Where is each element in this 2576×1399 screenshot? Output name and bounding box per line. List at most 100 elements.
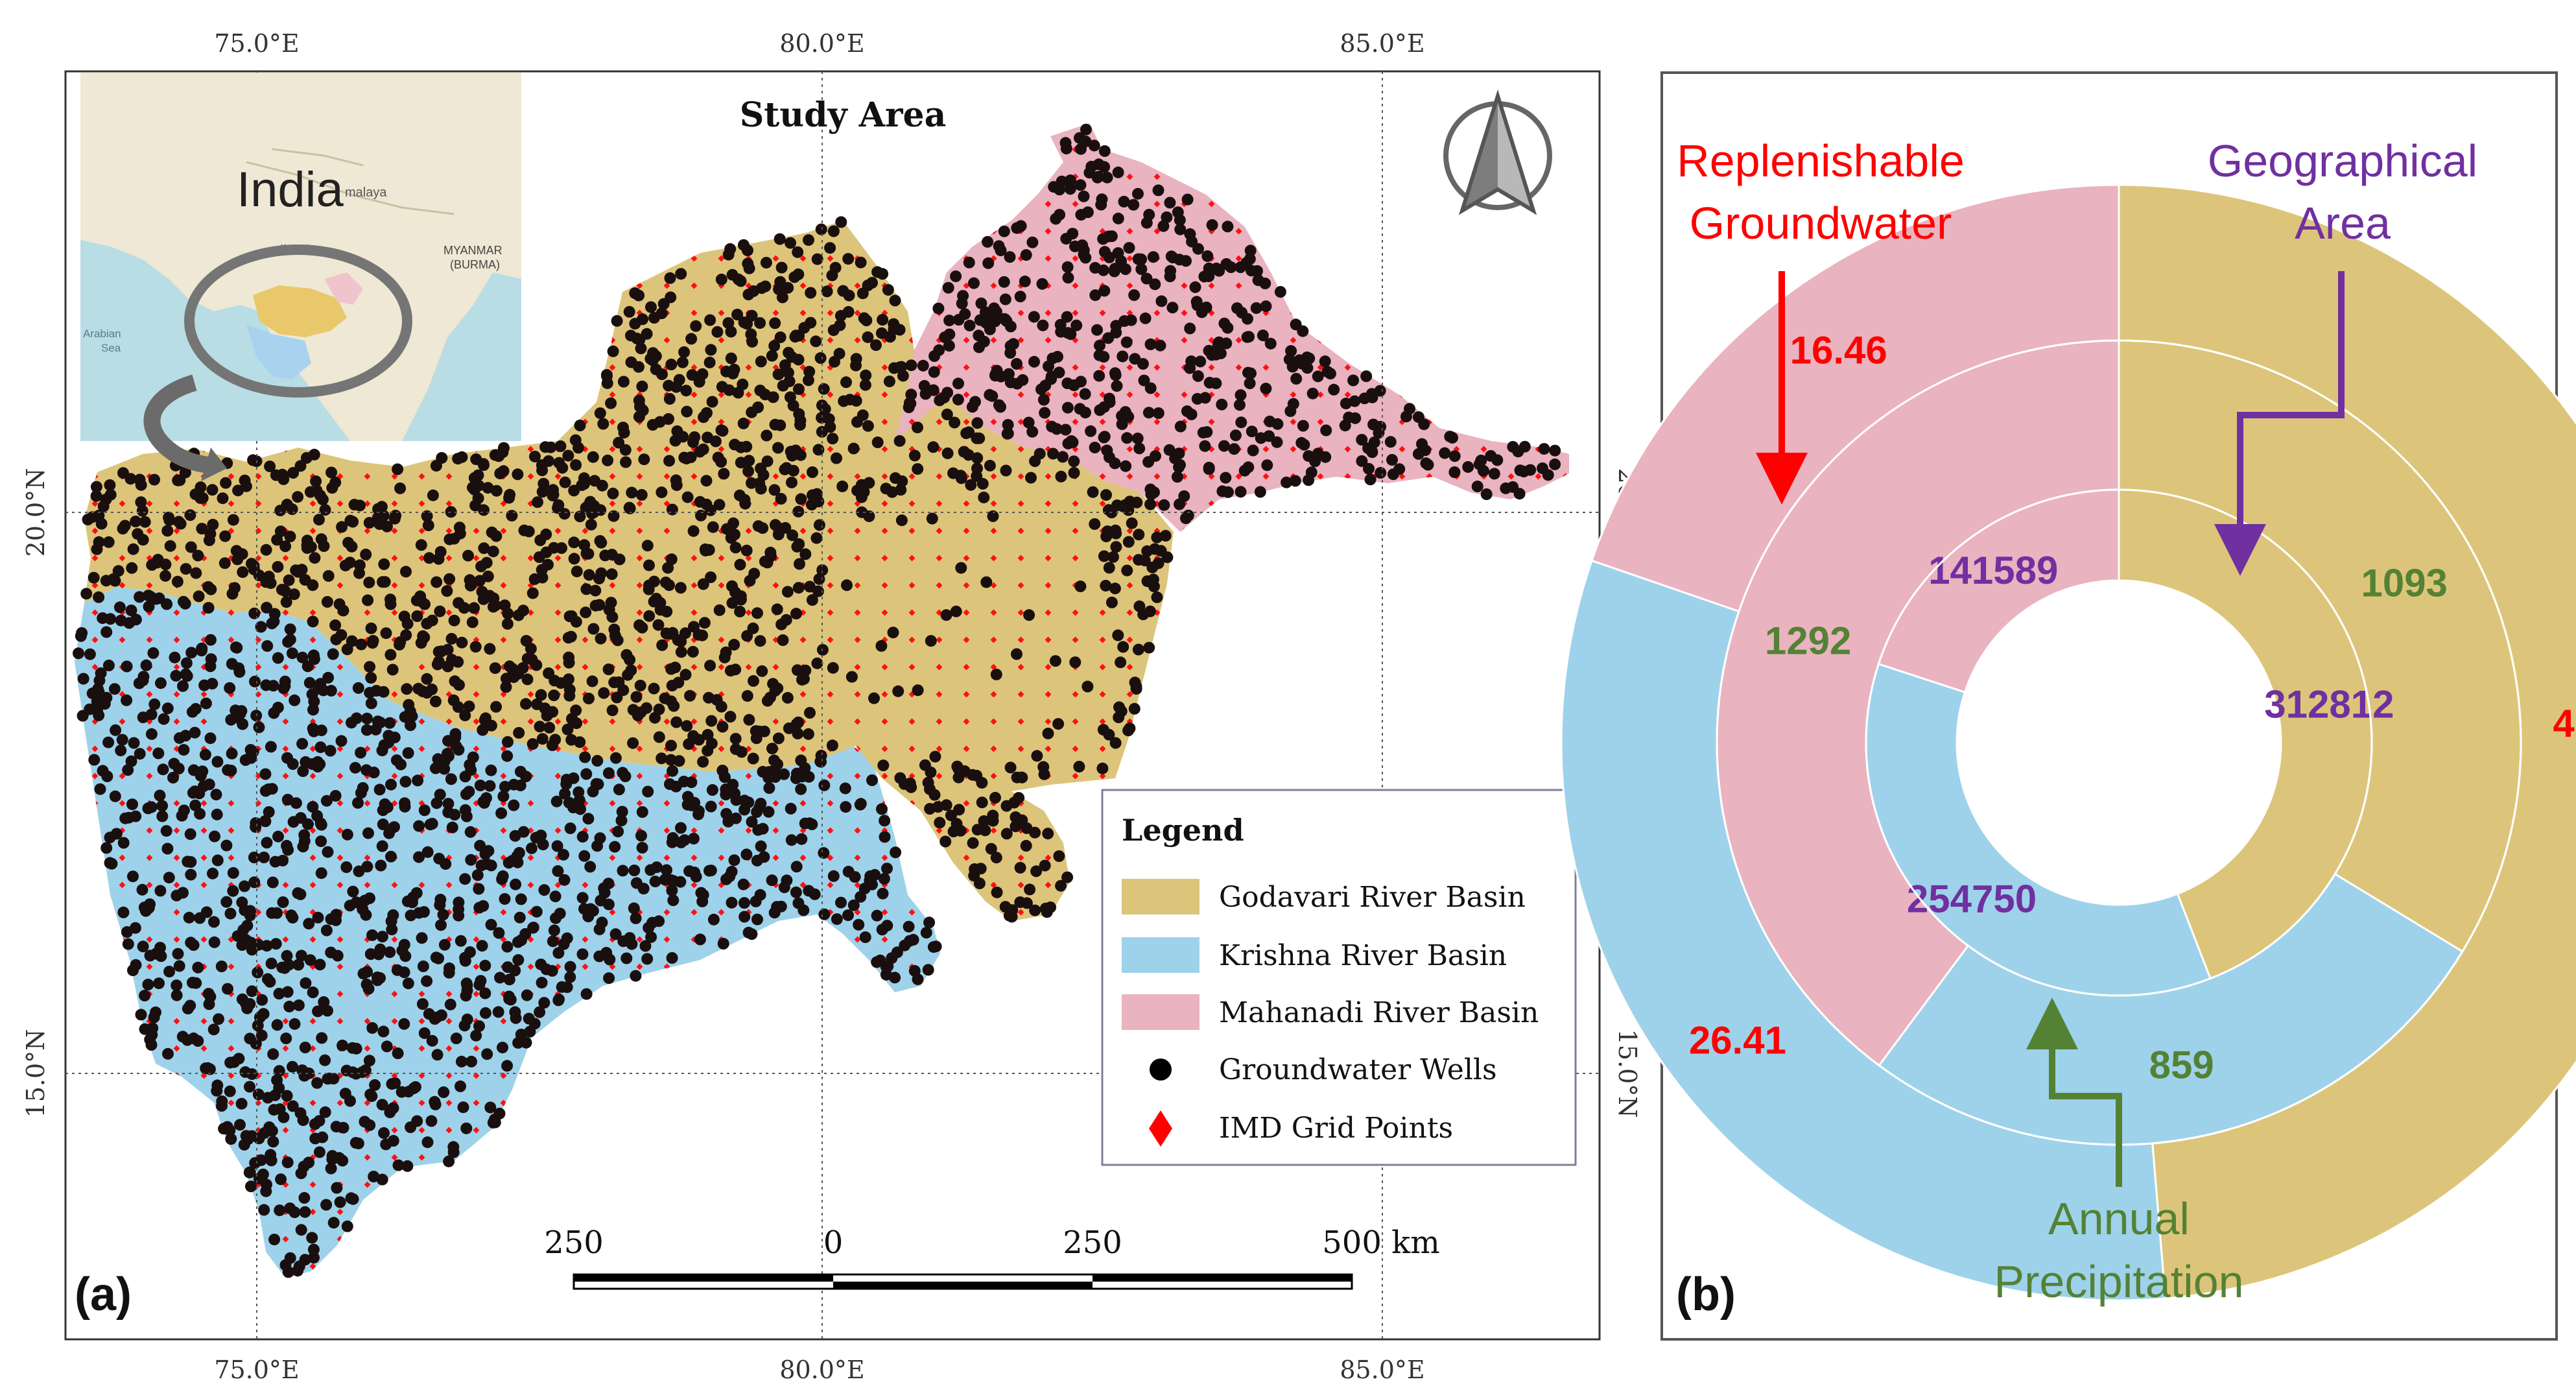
groundwater-well — [490, 484, 502, 497]
groundwater-well — [268, 1234, 281, 1246]
groundwater-well — [795, 783, 807, 795]
groundwater-well — [716, 425, 729, 437]
groundwater-well — [142, 979, 154, 990]
groundwater-well — [928, 366, 940, 378]
groundwater-well — [949, 416, 961, 429]
groundwater-well — [286, 503, 298, 516]
groundwater-well — [1161, 551, 1174, 564]
groundwater-well — [387, 1102, 399, 1114]
groundwater-well — [630, 877, 643, 889]
groundwater-well — [675, 268, 687, 280]
groundwater-well — [798, 904, 810, 916]
groundwater-well — [307, 801, 319, 813]
groundwater-well — [229, 582, 241, 594]
groundwater-well — [1475, 455, 1487, 466]
groundwater-well — [412, 774, 424, 787]
groundwater-well — [1080, 407, 1091, 419]
groundwater-well — [681, 491, 694, 503]
groundwater-well — [795, 754, 807, 767]
groundwater-well — [190, 567, 202, 579]
groundwater-well — [324, 745, 337, 757]
groundwater-well — [378, 1127, 390, 1139]
groundwater-well — [1416, 438, 1428, 450]
groundwater-well — [534, 1006, 546, 1018]
groundwater-well — [1222, 486, 1234, 498]
groundwater-well — [444, 998, 456, 1010]
groundwater-well — [669, 435, 681, 447]
groundwater-well — [314, 959, 326, 971]
groundwater-well — [333, 1152, 346, 1164]
groundwater-well — [587, 451, 599, 463]
groundwater-well — [368, 1171, 380, 1182]
groundwater-well — [836, 480, 849, 492]
groundwater-well — [265, 741, 277, 753]
groundwater-well — [318, 540, 330, 552]
groundwater-well — [857, 287, 869, 300]
annotation-geographical-line1: Geographical — [2208, 136, 2477, 186]
groundwater-well — [727, 778, 739, 791]
groundwater-well — [707, 913, 720, 926]
groundwater-well — [826, 739, 838, 752]
groundwater-well — [445, 632, 458, 645]
groundwater-well — [433, 852, 445, 865]
groundwater-well — [842, 253, 855, 265]
groundwater-well — [636, 842, 648, 854]
groundwater-well — [178, 744, 190, 756]
groundwater-well — [1159, 530, 1172, 542]
groundwater-well — [831, 452, 842, 464]
groundwater-well — [792, 269, 805, 280]
groundwater-well — [1356, 434, 1368, 446]
groundwater-well — [226, 658, 238, 670]
groundwater-well — [941, 447, 954, 459]
groundwater-well — [1014, 861, 1026, 874]
groundwater-well — [469, 499, 482, 512]
groundwater-well — [636, 621, 648, 634]
groundwater-well — [373, 783, 386, 796]
groundwater-well — [1087, 486, 1099, 498]
groundwater-well — [697, 578, 709, 590]
groundwater-well — [734, 558, 746, 571]
groundwater-well — [207, 867, 219, 879]
groundwater-well — [193, 590, 205, 603]
groundwater-well — [1199, 440, 1211, 452]
groundwater-well — [1366, 391, 1378, 403]
groundwater-well — [540, 528, 552, 540]
groundwater-wells — [73, 123, 1561, 1278]
groundwater-well — [716, 721, 729, 733]
groundwater-well — [349, 761, 361, 774]
groundwater-well — [289, 1018, 301, 1030]
groundwater-well — [1364, 473, 1377, 486]
groundwater-well — [316, 1131, 329, 1143]
groundwater-well — [1104, 396, 1116, 409]
groundwater-well — [725, 326, 737, 338]
groundwater-well — [559, 787, 571, 800]
groundwater-well — [485, 764, 497, 776]
groundwater-well — [971, 470, 983, 483]
groundwater-well — [209, 830, 220, 843]
groundwater-well — [184, 509, 196, 521]
groundwater-well — [803, 234, 814, 246]
groundwater-well — [363, 577, 375, 589]
groundwater-well — [666, 885, 678, 896]
groundwater-well — [695, 887, 707, 899]
groundwater-well — [1081, 206, 1094, 219]
groundwater-well — [333, 598, 346, 610]
groundwater-well — [950, 605, 962, 617]
groundwater-well — [294, 888, 307, 900]
groundwater-well — [482, 482, 494, 494]
groundwater-well — [1140, 272, 1153, 285]
groundwater-well — [374, 717, 386, 728]
groundwater-well — [750, 895, 762, 907]
groundwater-well — [1054, 318, 1067, 331]
groundwater-well — [802, 728, 814, 740]
groundwater-well — [480, 556, 493, 569]
groundwater-well — [466, 1055, 477, 1068]
groundwater-well — [211, 1084, 223, 1097]
groundwater-well — [646, 916, 659, 929]
groundwater-well — [947, 826, 960, 837]
groundwater-well — [438, 1086, 450, 1098]
groundwater-well — [219, 557, 231, 569]
groundwater-well — [611, 315, 623, 327]
groundwater-well — [563, 689, 576, 702]
